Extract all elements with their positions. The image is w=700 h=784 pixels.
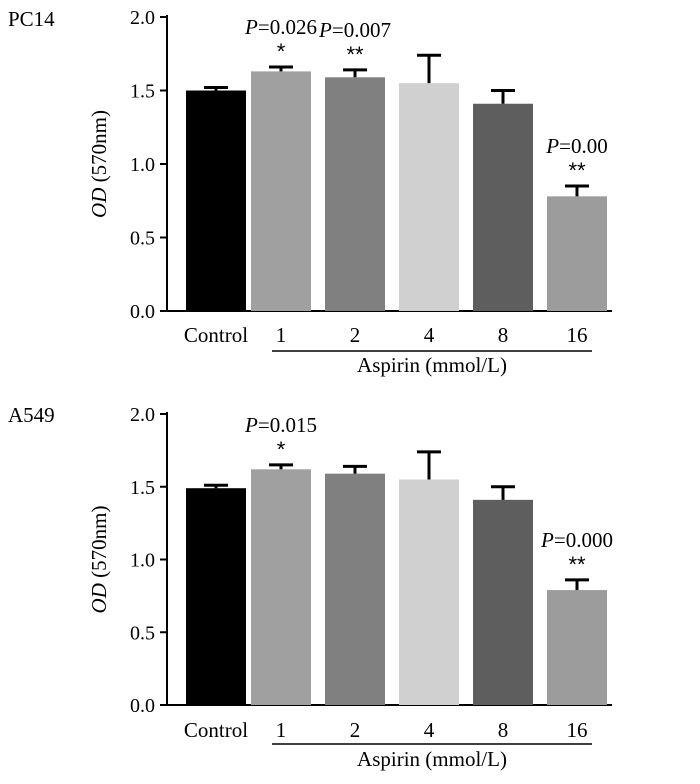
x-tick-label: 8: [498, 718, 509, 742]
chart-panel-a549: A549 0.0 0.5 1.0 1.5 2.0 OD (570nm) Control 1 2 4 8…: [8, 403, 613, 771]
p-value-symbol: P: [244, 413, 258, 437]
p-value-number: =0.015: [258, 413, 317, 437]
p-value-number: =0.000: [554, 528, 613, 552]
p-value-label: P=0.015: [244, 413, 317, 437]
y-axis-label: OD (570nm): [87, 506, 111, 614]
y-tick-label: 0.0: [130, 301, 155, 323]
x-group-label: Aspirin (mmol/L): [357, 353, 507, 377]
significance-stars: **: [568, 552, 586, 577]
x-tick-label: 2: [350, 323, 361, 347]
x-tick-label: 4: [424, 323, 435, 347]
y-tick-label: 1.5: [130, 477, 155, 499]
bar-2: [325, 473, 385, 705]
x-tick-label: Control: [184, 718, 248, 742]
x-tick-label: 8: [498, 323, 509, 347]
bar-control: [186, 488, 246, 705]
bar-8: [473, 499, 533, 705]
p-value-symbol: P: [244, 15, 258, 39]
bar-4: [399, 83, 459, 312]
p-value-number: =0.00: [559, 134, 608, 158]
x-group-label: Aspirin (mmol/L): [357, 747, 507, 771]
bar-16: [547, 590, 607, 705]
x-tick-label: Control: [184, 323, 248, 347]
chart-panel-pc14: PC14 0.0 0.5 1.0 1.5 2.0 OD (570nm) Control 1 2 4 8…: [8, 7, 612, 377]
y-axis-label-unit: (570nm): [87, 110, 111, 188]
y-tick-label: 2.0: [130, 404, 155, 426]
y-axis-label-unit: (570nm): [87, 506, 111, 584]
y-tick-label: 2.0: [130, 7, 155, 29]
significance-stars: **: [568, 158, 586, 183]
panel-label: PC14: [8, 7, 55, 31]
y-tick-label: 0.5: [130, 228, 155, 250]
y-axis-label: OD (570nm): [87, 110, 111, 218]
p-value-label: P=0.00: [545, 134, 607, 158]
x-tick-label: 2: [350, 718, 361, 742]
x-tick-label: 1: [276, 718, 287, 742]
y-tick-label: 0.0: [130, 695, 155, 717]
panel-label: A549: [8, 403, 55, 427]
y-tick-label: 1.0: [130, 550, 155, 572]
bar-8: [473, 103, 533, 311]
significance-stars: *: [277, 39, 286, 64]
y-axis-label-italic: OD: [87, 583, 111, 613]
bar-16: [547, 196, 607, 311]
x-tick-label: 1: [276, 323, 287, 347]
y-axis-label-italic: OD: [87, 188, 111, 218]
p-value-label: P=0.007: [318, 18, 391, 42]
bar-control: [186, 90, 246, 311]
p-value-symbol: P: [318, 18, 332, 42]
y-tick-label: 1.0: [130, 154, 155, 176]
y-tick-label: 0.5: [130, 622, 155, 644]
p-value-label: P=0.000: [540, 528, 613, 552]
significance-stars: **: [346, 42, 364, 67]
significance-stars: *: [277, 437, 286, 462]
y-tick-label: 1.5: [130, 81, 155, 103]
p-value-label: P=0.026: [244, 15, 317, 39]
p-value-symbol: P: [540, 528, 554, 552]
p-value-number: =0.026: [258, 15, 317, 39]
p-value-symbol: P: [545, 134, 559, 158]
bar-1: [251, 71, 311, 311]
x-tick-label: 4: [424, 718, 435, 742]
x-tick-label: 16: [567, 718, 588, 742]
bar-4: [399, 479, 459, 705]
bar-1: [251, 469, 311, 705]
bar-2: [325, 77, 385, 312]
p-value-number: =0.007: [332, 18, 391, 42]
x-tick-label: 16: [567, 323, 588, 347]
